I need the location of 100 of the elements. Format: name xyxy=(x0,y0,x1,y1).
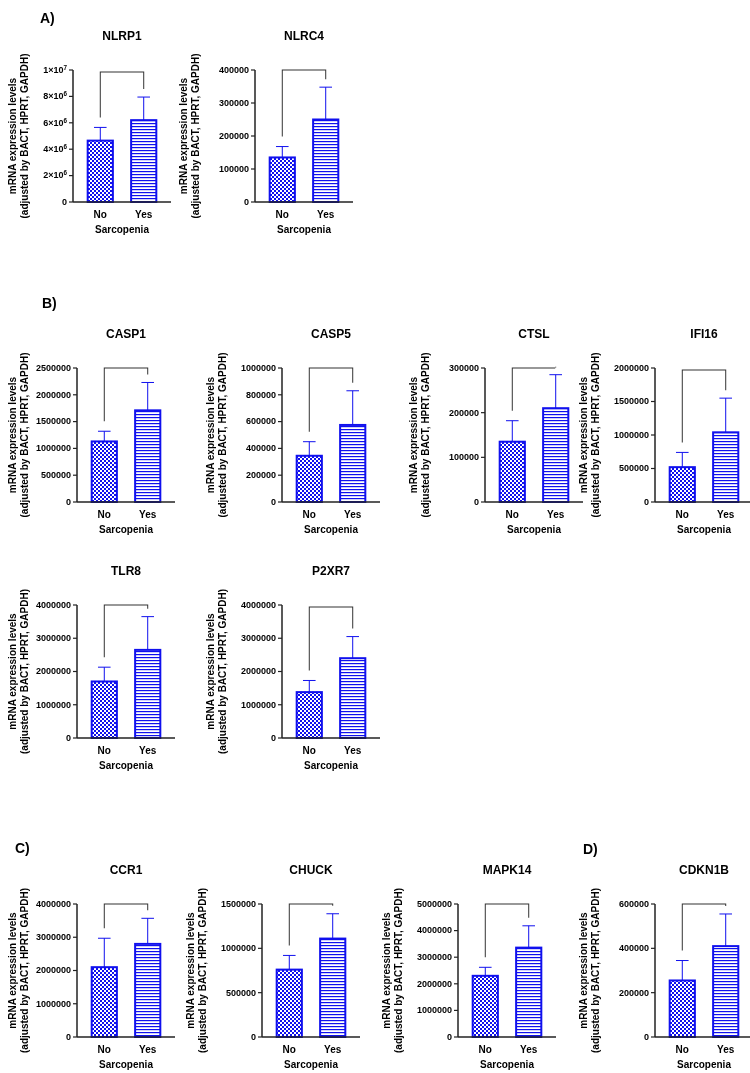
chart-title: CTSL xyxy=(518,327,550,341)
y-tick-label: 300000 xyxy=(448,362,479,373)
text: A) xyxy=(40,10,55,27)
y-tick-label: 3000000 xyxy=(35,633,71,644)
y-tick-label: 6×10$^{6}$ xyxy=(43,116,68,128)
y-tick-label: 0 xyxy=(643,496,649,507)
y-tick-label: 4000000 xyxy=(35,599,71,610)
chart-title: CASP1 xyxy=(105,327,147,341)
x-tick-label: Yes xyxy=(344,745,362,756)
y-tick-label: 2×10$^{6}$ xyxy=(43,168,68,181)
y-tick-label: 1000000 xyxy=(416,1005,452,1016)
x-tick-label: Yes xyxy=(717,509,735,520)
chart-title: CHUCK xyxy=(289,863,333,877)
y-tick-label: 0 xyxy=(65,496,71,507)
x-tick-label: No xyxy=(302,745,316,756)
chart-title: IFI16 xyxy=(690,327,718,341)
y-tick-label: 0 xyxy=(643,1031,649,1042)
y-axis-title: mRNA expression levels (adjusted by BACT, HPRT, GAPDH) xyxy=(7,53,30,219)
x-tick-label: No xyxy=(93,209,107,220)
chart-title: CASP5 xyxy=(310,327,352,341)
y-axis-title: mRNA expression levels (adjusted by BACT, HPRT, GAPDH) xyxy=(7,887,30,1054)
text: C) xyxy=(15,840,30,857)
y-tick-label: 0 xyxy=(65,732,71,743)
y-tick-label: 1500000 xyxy=(220,898,256,909)
y-axis-title: mRNA expression levels (adjusted by BACT, HPRT, GAPDH) xyxy=(7,352,30,518)
x-tick-label: No xyxy=(302,509,316,520)
y-tick-label: 1000000 xyxy=(35,699,71,710)
y-tick-label: 2000000 xyxy=(613,362,649,373)
x-tick-label: Yes xyxy=(520,1044,538,1055)
text: B) xyxy=(42,295,57,312)
x-tick-label: No xyxy=(97,1044,111,1055)
x-axis-title: Sarcopenia xyxy=(304,524,359,535)
x-tick-label: No xyxy=(97,509,111,520)
x-axis-title: Sarcopenia xyxy=(99,1059,154,1070)
x-tick-label: Yes xyxy=(317,209,335,220)
y-tick-label: 2500000 xyxy=(35,362,71,373)
x-tick-label: No xyxy=(97,745,111,756)
y-tick-label: 4×10$^{6}$ xyxy=(43,142,68,155)
y-tick-label: 400000 xyxy=(245,443,276,454)
x-tick-label: No xyxy=(478,1044,492,1055)
x-tick-label: Yes xyxy=(344,509,362,520)
x-axis-title: Sarcopenia xyxy=(99,524,154,535)
x-tick-label: Yes xyxy=(139,745,157,756)
x-axis-title: Sarcopenia xyxy=(304,760,359,771)
chart-title: TLR8 xyxy=(111,564,142,578)
x-tick-label: No xyxy=(505,509,519,520)
y-tick-label: 100000 xyxy=(448,452,479,463)
y-tick-label: 2000000 xyxy=(240,666,276,677)
y-tick-label: 1000000 xyxy=(240,699,276,710)
chart-title: CDKN1B xyxy=(678,863,730,877)
x-axis-title: Sarcopenia xyxy=(480,1059,535,1070)
y-axis-title: mRNA expression levels (adjusted by BACT, HPRT, GAPDH) xyxy=(578,887,601,1054)
y-tick-label: 100000 xyxy=(218,163,249,174)
y-tick-label: 2000000 xyxy=(35,389,71,400)
y-tick-label: 8×10$^{6}$ xyxy=(43,89,68,102)
y-tick-label: 1000000 xyxy=(35,998,71,1009)
y-tick-label: 4000000 xyxy=(240,599,276,610)
y-tick-label: 0 xyxy=(243,196,249,207)
x-axis-title: Sarcopenia xyxy=(677,524,732,535)
y-tick-label: 400000 xyxy=(218,64,249,75)
x-axis-title: Sarcopenia xyxy=(99,760,154,771)
y-tick-label: 1000000 xyxy=(613,429,649,440)
y-axis-title: mRNA expression levels (adjusted by BACT, HPRT, GAPDH) xyxy=(205,588,228,755)
chart-title: P2XR7 xyxy=(311,564,351,578)
y-tick-label: 1500000 xyxy=(35,416,71,427)
x-axis-title: Sarcopenia xyxy=(507,524,562,535)
x-tick-label: Yes xyxy=(139,509,157,520)
chart-title: MAPK14 xyxy=(482,863,532,877)
y-tick-label: 1000000 xyxy=(35,443,71,454)
y-tick-label: 1000000 xyxy=(240,362,276,373)
y-tick-label: 0 xyxy=(446,1031,452,1042)
chart-title: NLRP1 xyxy=(102,29,142,43)
y-tick-label: 0 xyxy=(473,496,479,507)
x-tick-label: No xyxy=(675,1044,689,1055)
y-axis-title: mRNA expression levels (adjusted by BACT, HPRT, GAPDH) xyxy=(178,53,201,219)
x-axis-title: Sarcopenia xyxy=(677,1059,732,1070)
y-axis-title: mRNA expression levels (adjusted by BACT, HPRT, GAPDH) xyxy=(381,887,404,1054)
y-tick-label: 200000 xyxy=(448,407,479,418)
y-tick-label: 0 xyxy=(270,732,276,743)
y-tick-label: 600000 xyxy=(618,898,649,909)
y-tick-label: 800000 xyxy=(245,389,276,400)
x-tick-label: Yes xyxy=(139,1044,157,1055)
x-tick-label: No xyxy=(675,509,689,520)
y-tick-label: 200000 xyxy=(618,987,649,998)
x-tick-label: Yes xyxy=(324,1044,342,1055)
y-axis-title: mRNA expression levels (adjusted by BACT, HPRT, GAPDH) xyxy=(408,352,431,518)
y-tick-label: 2000000 xyxy=(35,965,71,976)
y-axis-title: mRNA expression levels (adjusted by BACT, HPRT, GAPDH) xyxy=(205,352,228,518)
y-tick-label: 200000 xyxy=(218,130,249,141)
y-axis-title: mRNA expression levels (adjusted by BACT, HPRT, GAPDH) xyxy=(578,352,601,518)
y-tick-label: 2000000 xyxy=(416,978,452,989)
y-tick-label: 0 xyxy=(250,1031,256,1042)
y-tick-label: 3000000 xyxy=(416,952,452,963)
y-axis-title: mRNA expression levels (adjusted by BACT, HPRT, GAPDH) xyxy=(7,588,30,755)
x-axis-title: Sarcopenia xyxy=(95,224,150,235)
x-tick-label: No xyxy=(275,209,289,220)
x-tick-label: Yes xyxy=(135,209,153,220)
y-tick-label: 500000 xyxy=(225,987,256,998)
chart-title: CCR1 xyxy=(109,863,143,877)
y-tick-label: 1000000 xyxy=(220,943,256,954)
